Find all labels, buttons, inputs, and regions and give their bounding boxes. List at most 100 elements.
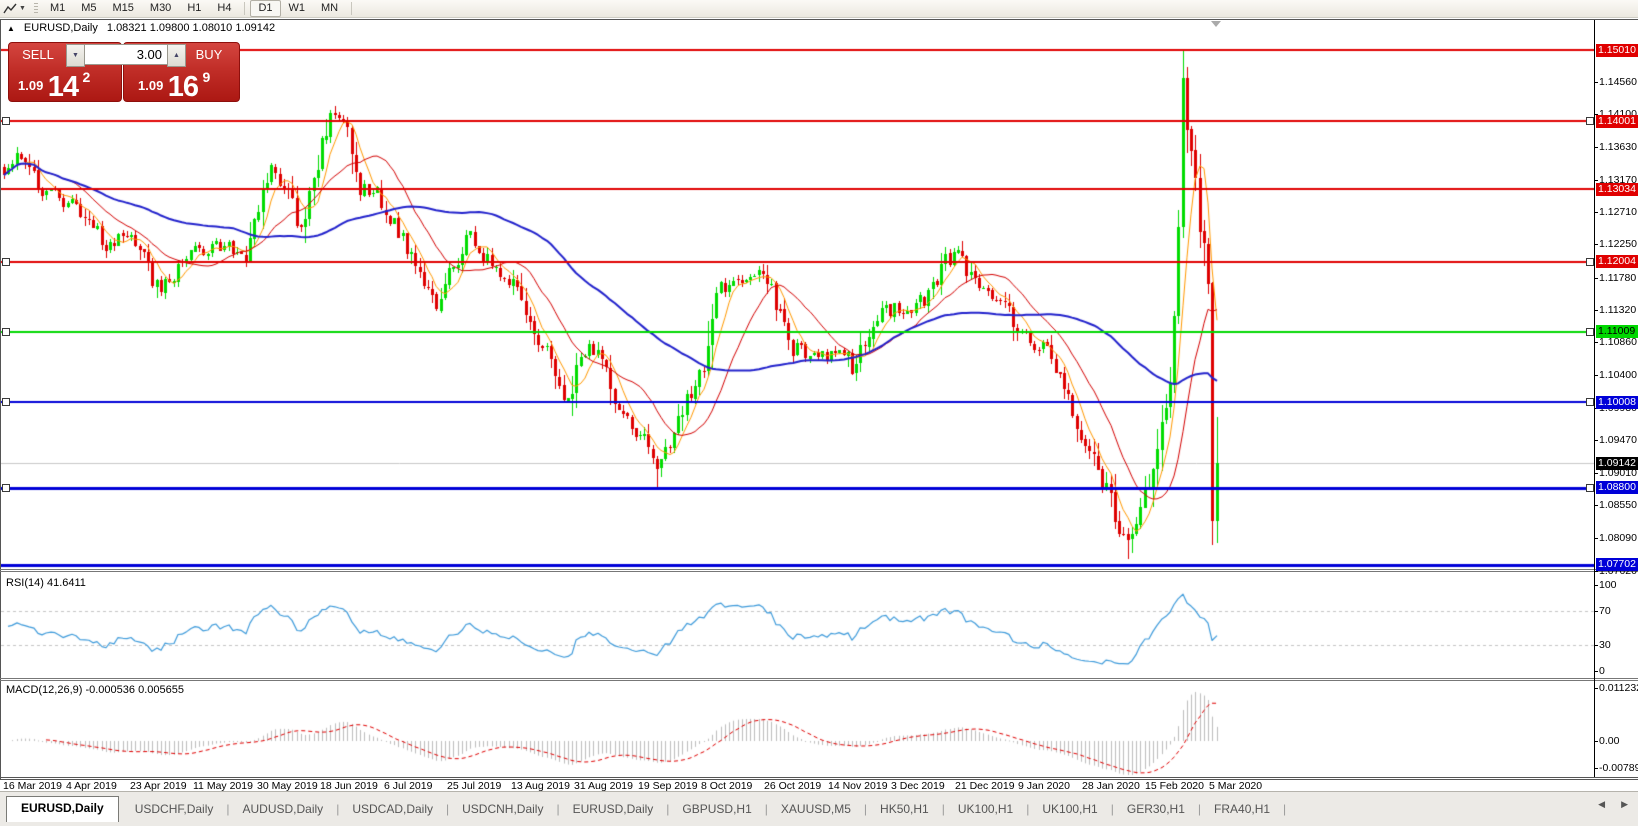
date-label: 15 Feb 2020 xyxy=(1145,780,1204,792)
tab-separator: | xyxy=(863,802,868,816)
rsi-indicator-canvas[interactable] xyxy=(1,572,1595,678)
timeframe-button-h4[interactable]: H4 xyxy=(217,2,232,14)
sell-button-label: SELL xyxy=(22,47,54,62)
price-tick-label: 1.11780 xyxy=(1599,272,1637,284)
buy-price-sup: 9 xyxy=(202,69,211,85)
chart-tab-hk50-h1[interactable]: HK50,H1 xyxy=(880,802,929,816)
price-tick-label: 1.11320 xyxy=(1599,304,1637,316)
line-handle[interactable] xyxy=(2,484,10,492)
toolbar-separator xyxy=(351,2,353,15)
chart-tab-usdcnh-daily[interactable]: USDCNH,Daily xyxy=(462,802,544,816)
level-price-label: 1.10008 xyxy=(1596,396,1638,409)
chart-tab-eurusd-daily[interactable]: EURUSD,Daily xyxy=(572,802,654,816)
chart-tab-audusd-daily[interactable]: AUDUSD,Daily xyxy=(242,802,324,816)
toolbar-grip[interactable] xyxy=(33,2,38,15)
timeframe-button-m15[interactable]: M15 xyxy=(112,2,134,14)
date-label: 19 Sep 2019 xyxy=(638,780,698,792)
line-handle[interactable] xyxy=(2,398,10,406)
timeframe-button-m1[interactable]: M1 xyxy=(49,2,66,14)
axis-tick-mark xyxy=(1594,244,1598,245)
rsi-tick-label: 70 xyxy=(1599,605,1611,617)
timeframe-button-m5[interactable]: M5 xyxy=(81,2,97,14)
axis-tick-mark xyxy=(1594,82,1598,83)
axis-tick-mark xyxy=(1594,342,1598,343)
timeframe-button-w1[interactable]: W1 xyxy=(288,2,306,14)
date-label: 26 Oct 2019 xyxy=(764,780,822,792)
macd-indicator-canvas[interactable] xyxy=(1,681,1595,777)
chart-cursor-icon[interactable]: ▼ xyxy=(0,3,30,15)
date-label: 13 Aug 2019 xyxy=(511,780,570,792)
macd-tick-label: -0.007894 xyxy=(1599,762,1638,774)
date-label: 30 May 2019 xyxy=(257,780,318,792)
axis-tick-mark xyxy=(1594,212,1598,213)
chart-tab-uk100-h1[interactable]: UK100,H1 xyxy=(957,802,1014,816)
buy-price-big: 1.09 xyxy=(138,78,164,93)
line-handle[interactable] xyxy=(1586,484,1594,492)
level-price-label: 1.15010 xyxy=(1596,44,1638,57)
date-label: 16 Mar 2019 xyxy=(3,780,62,792)
line-handle[interactable] xyxy=(1586,117,1594,125)
volume-input[interactable] xyxy=(85,44,167,65)
line-handle[interactable] xyxy=(2,258,10,266)
sell-price: 1.09 14 2 xyxy=(18,69,90,104)
main-chart-canvas[interactable] xyxy=(1,20,1595,569)
axis-tick-mark xyxy=(1594,505,1598,506)
timeframe-button-m30[interactable]: M30 xyxy=(149,2,172,14)
date-label: 5 Mar 2020 xyxy=(1209,780,1263,792)
axis-tick-mark xyxy=(1594,688,1598,689)
tab-scroll-left-icon[interactable]: ◀ xyxy=(1598,799,1606,809)
chart-tab-usdchf-daily[interactable]: USDCHF,Daily xyxy=(134,802,214,816)
buy-button-label: BUY xyxy=(195,47,223,62)
panel-divider[interactable] xyxy=(0,569,1638,570)
chart-tab-xauusd-m5[interactable]: XAUUSD,M5 xyxy=(780,802,851,816)
panel-divider[interactable] xyxy=(0,680,1638,681)
line-handle[interactable] xyxy=(2,328,10,336)
axis-tick-mark xyxy=(1594,180,1598,181)
chart-tab-uk100-h1[interactable]: UK100,H1 xyxy=(1042,802,1098,816)
timeframe-button-mn[interactable]: MN xyxy=(321,2,339,14)
rsi-tick-label: 0 xyxy=(1599,665,1605,677)
chart-ohlc-values: 1.08321 1.09800 1.08010 1.09142 xyxy=(106,22,276,34)
tab-separator: | xyxy=(1110,802,1114,816)
price-tick-label: 1.12250 xyxy=(1599,238,1637,250)
chart-tab-gbpusd-h1[interactable]: GBPUSD,H1 xyxy=(682,802,752,816)
sell-price-main: 14 xyxy=(47,71,79,103)
chart-tab-fra40-h1[interactable]: FRA40,H1 xyxy=(1214,802,1271,816)
chart-symbol-label: EURUSD,Daily xyxy=(23,22,98,34)
volume-control: ▼ ▲ xyxy=(66,44,186,67)
date-label: 18 Jun 2019 xyxy=(320,780,378,792)
date-label: 6 Jul 2019 xyxy=(384,780,433,792)
axis-tick-mark xyxy=(1594,645,1598,646)
axis-tick-mark xyxy=(1594,440,1598,441)
axis-tick-mark xyxy=(1594,147,1598,148)
line-handle[interactable] xyxy=(1586,258,1594,266)
level-price-label: 1.14001 xyxy=(1596,115,1638,128)
tab-separator: | xyxy=(556,802,560,816)
macd-tick-label: 0.011232 xyxy=(1599,682,1638,694)
level-price-label: 1.13034 xyxy=(1596,183,1638,196)
chart-tab-eurusd-daily[interactable]: EURUSD,Daily xyxy=(6,796,119,822)
timeframe-button-h1[interactable]: H1 xyxy=(187,2,202,14)
tab-separator: | xyxy=(1026,802,1030,816)
volume-increase-button[interactable]: ▲ xyxy=(167,44,186,67)
price-tick-label: 1.09010 xyxy=(1599,467,1637,479)
chevron-down-icon[interactable]: ▼ xyxy=(19,5,26,12)
axis-tick-mark xyxy=(1594,571,1598,572)
line-handle[interactable] xyxy=(2,117,10,125)
chart-tab-usdcad-daily[interactable]: USDCAD,Daily xyxy=(352,802,433,816)
volume-decrease-button[interactable]: ▼ xyxy=(66,44,85,67)
price-tick-label: 1.08090 xyxy=(1599,532,1637,544)
price-axis-line xyxy=(1594,20,1595,777)
panel-divider[interactable] xyxy=(0,678,1638,679)
panel-divider[interactable] xyxy=(0,571,1638,572)
chart-shift-marker[interactable] xyxy=(1211,21,1221,27)
collapse-icon[interactable]: ▲ xyxy=(7,23,15,33)
tab-scroll-right-icon[interactable]: ▶ xyxy=(1621,799,1628,809)
chart-tab-ger30-h1[interactable]: GER30,H1 xyxy=(1126,802,1185,816)
line-handle[interactable] xyxy=(1586,398,1594,406)
macd-label: MACD(12,26,9) -0.000536 0.005655 xyxy=(6,684,184,696)
buy-price: 1.09 16 9 xyxy=(138,69,210,104)
line-handle[interactable] xyxy=(1586,328,1594,336)
one-click-trading-panel: SELL 1.09 14 2 BUY 1.09 16 9 ▼ ▲ xyxy=(8,42,240,103)
timeframe-button-d1[interactable]: D1 xyxy=(250,0,281,17)
